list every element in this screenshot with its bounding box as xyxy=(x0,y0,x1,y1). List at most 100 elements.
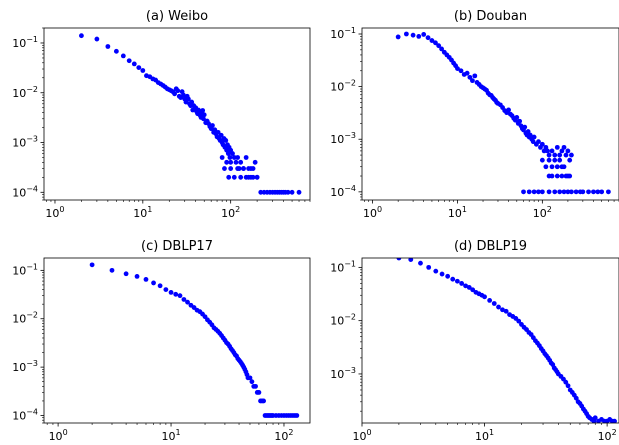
data-point xyxy=(517,118,523,124)
x-tick-label: 100 xyxy=(352,428,371,443)
y-tick-label: 10−2 xyxy=(330,79,356,94)
y-tick-label: 10−3 xyxy=(330,366,356,381)
data-point xyxy=(569,189,574,195)
data-point xyxy=(557,152,563,158)
data-point xyxy=(210,123,215,128)
x-tick-exp: 2 xyxy=(288,428,293,437)
data-point xyxy=(425,35,431,41)
data-point xyxy=(235,155,241,160)
data-point xyxy=(464,70,470,76)
data-point xyxy=(256,390,262,395)
panel-title: (d) DBLP19 xyxy=(454,239,527,254)
data-point xyxy=(231,174,237,180)
data-point xyxy=(131,61,137,67)
data-point xyxy=(467,74,473,80)
data-point xyxy=(258,189,264,195)
data-point xyxy=(140,68,146,73)
data-point xyxy=(536,139,541,145)
y-tick-exp: −3 xyxy=(26,359,38,368)
data-point xyxy=(557,189,563,195)
data-point xyxy=(285,189,291,195)
data-point xyxy=(181,92,186,98)
data-point xyxy=(94,36,100,42)
data-point xyxy=(563,379,569,385)
data-point xyxy=(439,271,445,277)
data-point xyxy=(482,294,487,300)
data-point xyxy=(445,273,451,279)
data-point xyxy=(530,139,536,145)
data-point xyxy=(439,46,444,52)
scatter-points xyxy=(79,33,302,195)
data-point xyxy=(227,155,233,160)
data-point xyxy=(233,159,239,165)
data-point xyxy=(450,276,456,282)
y-tick-base: 10 xyxy=(12,137,26,150)
data-point xyxy=(539,157,545,163)
data-point xyxy=(539,189,545,195)
y-tick-label: 10−3 xyxy=(330,131,356,146)
y-tick-exp: −1 xyxy=(26,35,38,44)
x-tick-base: 10 xyxy=(161,430,175,443)
y-tick-label: 10−1 xyxy=(330,26,356,41)
data-point xyxy=(470,287,476,293)
x-tick-label: 101 xyxy=(161,428,180,443)
data-point xyxy=(546,189,552,195)
data-point xyxy=(567,173,573,179)
x-tick-label: 100 xyxy=(45,205,64,220)
data-point xyxy=(218,132,224,138)
y-tick-base: 10 xyxy=(12,313,26,326)
y-tick-exp: −2 xyxy=(344,79,356,88)
data-point xyxy=(429,38,435,43)
data-point xyxy=(238,174,244,180)
x-tick-base: 10 xyxy=(274,430,288,443)
y-tick-exp: −4 xyxy=(26,184,38,193)
data-point xyxy=(586,189,591,195)
data-point xyxy=(253,383,258,389)
y-tick-label: 10−2 xyxy=(12,85,38,100)
data-point xyxy=(561,164,567,170)
data-point xyxy=(395,34,401,40)
data-point xyxy=(248,174,254,180)
data-point xyxy=(567,157,573,163)
data-point xyxy=(539,141,545,147)
data-point xyxy=(418,260,423,266)
data-point xyxy=(565,189,571,195)
y-tick-base: 10 xyxy=(330,261,344,274)
x-tick-exp: 2 xyxy=(547,205,552,214)
y-tick-exp: −3 xyxy=(26,135,38,144)
data-point xyxy=(243,174,249,180)
y-tick-base: 10 xyxy=(12,87,26,100)
data-point xyxy=(222,166,227,171)
data-point xyxy=(175,88,181,94)
data-point xyxy=(215,129,221,135)
data-point xyxy=(531,134,537,140)
data-point xyxy=(433,268,439,274)
data-point xyxy=(254,174,260,180)
data-point xyxy=(433,40,438,46)
data-point xyxy=(172,91,177,97)
data-point xyxy=(591,189,596,195)
x-tick-label: 101 xyxy=(448,205,467,220)
data-point xyxy=(500,307,505,313)
data-point xyxy=(289,189,295,195)
axes-frame xyxy=(361,257,619,424)
data-point xyxy=(496,304,501,310)
x-tick-base: 10 xyxy=(352,430,366,443)
y-tick-exp: −2 xyxy=(344,313,356,322)
data-point xyxy=(261,398,266,404)
x-tick-label: 100 xyxy=(49,428,68,443)
y-tick-exp: −2 xyxy=(26,311,38,320)
axes-frame xyxy=(43,257,311,424)
data-point xyxy=(531,189,537,195)
x-tick-base: 10 xyxy=(598,430,612,443)
scatter-points xyxy=(395,31,611,195)
data-point xyxy=(224,159,230,165)
data-point xyxy=(561,144,567,150)
data-point xyxy=(410,32,416,38)
axes-frame xyxy=(361,27,619,201)
y-tick-base: 10 xyxy=(330,81,344,94)
x-tick-exp: 1 xyxy=(462,205,467,214)
y-tick-base: 10 xyxy=(330,186,344,199)
